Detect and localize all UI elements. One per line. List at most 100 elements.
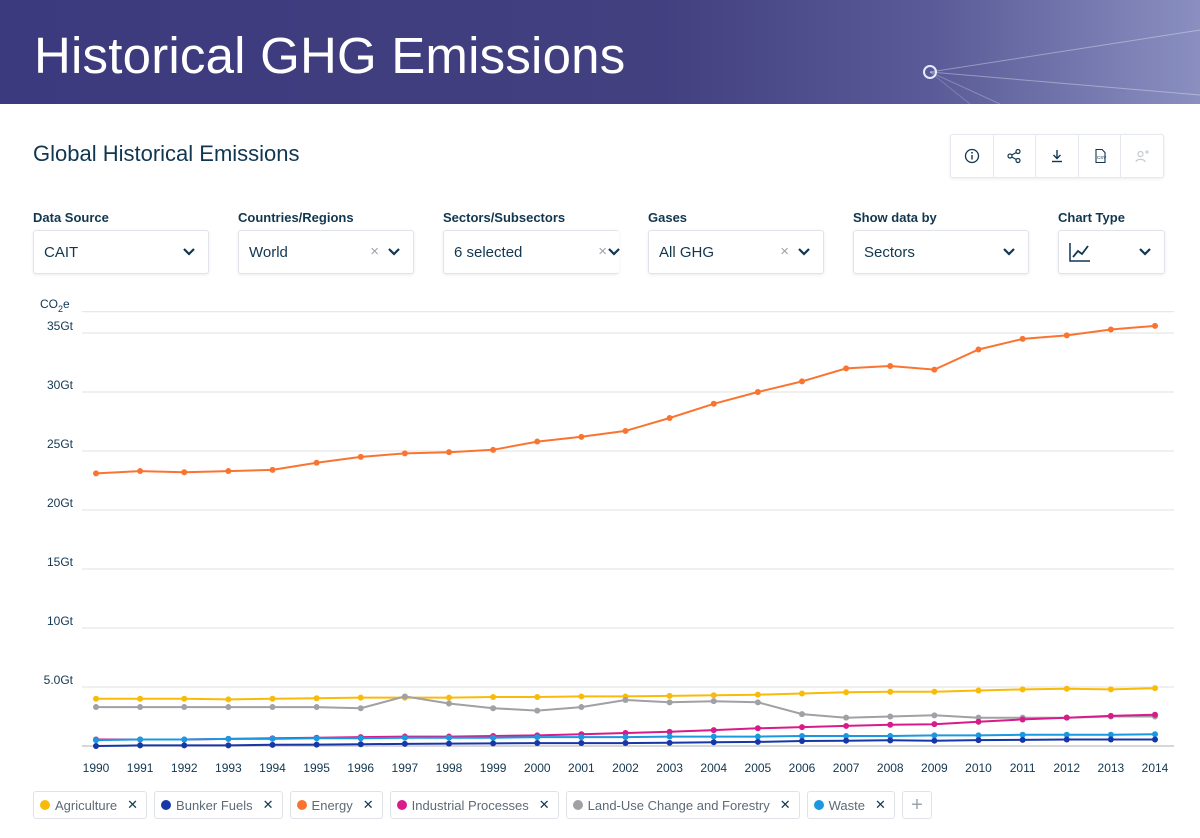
data-point[interactable] [225,696,232,703]
data-point[interactable] [446,740,452,747]
data-point[interactable] [975,687,982,694]
data-point[interactable] [534,740,541,747]
remove-icon[interactable]: ✕ [127,797,139,812]
data-point[interactable] [887,721,894,728]
data-point[interactable] [446,734,452,741]
data-point[interactable] [357,453,364,460]
data-point[interactable] [534,694,541,701]
data-point[interactable] [137,704,144,711]
legend-chip-industrial-processes[interactable]: Industrial Processes ✕ [389,791,559,819]
data-point[interactable] [843,737,850,744]
data-point[interactable] [357,694,364,701]
data-point[interactable] [975,732,982,739]
data-point[interactable] [887,737,894,744]
data-point[interactable] [446,694,452,701]
data-point[interactable] [401,740,408,747]
data-point[interactable] [1019,716,1026,723]
data-point[interactable] [357,705,364,712]
data-point[interactable] [1152,711,1158,718]
data-point[interactable] [887,713,894,720]
data-point[interactable] [269,735,276,742]
data-point[interactable] [799,711,805,718]
data-point[interactable] [843,722,850,729]
data-point[interactable] [269,741,276,748]
data-point[interactable] [490,446,497,453]
data-point[interactable] [975,346,982,353]
data-point[interactable] [181,704,188,711]
data-point[interactable] [269,704,276,711]
data-point[interactable] [622,740,629,747]
data-point[interactable] [887,363,894,370]
data-point[interactable] [401,734,408,741]
data-point[interactable] [137,468,144,475]
data-point[interactable] [843,714,850,721]
data-point[interactable] [1063,714,1070,721]
data-point[interactable] [799,732,805,739]
clear-icon[interactable]: × [370,243,379,260]
data-point[interactable] [975,737,982,744]
data-point[interactable] [1019,686,1026,693]
data-point[interactable] [710,400,717,407]
add-to-user-button[interactable] [1121,135,1163,177]
data-point[interactable] [181,742,188,749]
clear-icon[interactable]: × [598,243,607,260]
data-point[interactable] [93,704,99,711]
data-point[interactable] [1107,326,1114,333]
data-point[interactable] [1063,731,1070,738]
data-point[interactable] [931,712,938,719]
data-point[interactable] [666,733,673,740]
data-point[interactable] [710,692,717,699]
countries-select[interactable]: World × [238,230,414,274]
csv-button[interactable]: CSV [1079,135,1122,177]
data-point[interactable] [710,733,717,740]
data-point[interactable] [1107,736,1114,743]
data-point[interactable] [181,695,188,702]
data-point[interactable] [401,450,408,457]
data-point[interactable] [490,740,497,747]
data-point[interactable] [313,741,320,748]
data-point[interactable] [622,734,629,741]
info-button[interactable] [951,135,994,177]
data-point[interactable] [578,704,585,711]
data-point[interactable] [799,724,805,731]
data-point[interactable] [666,692,673,699]
remove-icon[interactable]: ✕ [779,797,791,812]
data-point[interactable] [357,735,364,742]
data-point[interactable] [490,694,497,701]
data-point[interactable] [975,714,982,721]
data-point[interactable] [754,389,761,395]
data-point[interactable] [1019,736,1026,743]
gases-select[interactable]: All GHG × [648,230,824,274]
data-point[interactable] [1107,712,1114,719]
data-point[interactable] [622,730,629,737]
data-point[interactable] [754,738,761,745]
sectors-select[interactable]: 6 selected × [443,230,620,274]
data-point[interactable] [622,696,629,703]
data-point[interactable] [843,365,850,372]
data-point[interactable] [843,689,850,696]
data-point[interactable] [931,732,938,739]
data-point[interactable] [578,740,585,747]
data-point[interactable] [225,468,232,475]
data-point[interactable] [710,739,717,746]
data-point[interactable] [1152,731,1158,738]
data-point[interactable] [357,741,364,748]
data-point[interactable] [269,466,276,473]
download-button[interactable] [1036,135,1079,177]
data-point[interactable] [313,704,320,711]
data-point[interactable] [93,470,99,477]
data-point[interactable] [1019,335,1026,342]
remove-icon[interactable]: ✕ [262,797,274,812]
legend-chip-waste[interactable]: Waste ✕ [806,791,895,819]
data-point[interactable] [534,438,541,445]
data-source-select[interactable]: CAIT [33,230,209,274]
data-point[interactable] [225,704,232,711]
data-point[interactable] [1152,322,1158,329]
data-point[interactable] [666,728,673,735]
data-point[interactable] [1107,686,1114,693]
data-point[interactable] [578,734,585,741]
data-point[interactable] [975,718,982,725]
data-point[interactable] [269,695,276,702]
remove-icon[interactable]: ✕ [538,797,550,812]
data-point[interactable] [93,743,99,749]
